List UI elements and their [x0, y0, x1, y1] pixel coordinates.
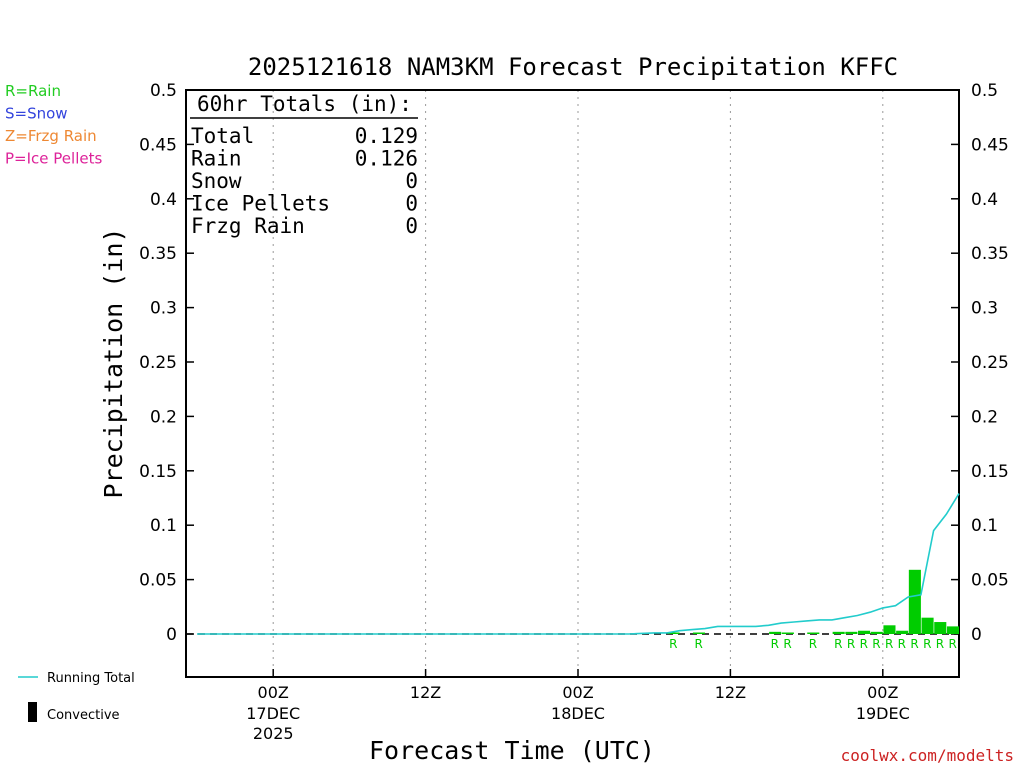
- precip-bar: [908, 569, 921, 634]
- chart-title: 2025121618 NAM3KM Forecast Precipitation…: [248, 53, 898, 81]
- precip-type-label: R: [872, 637, 880, 651]
- y-tick-label-right: 0.05: [971, 571, 1009, 591]
- precip-bar: [946, 626, 959, 634]
- y-axis-left: 0 0.05 0.1 0.15 0.2 0.25 0.3 0.35 0.4 0.45 0.5: [139, 81, 194, 645]
- precip-bar: [883, 625, 896, 634]
- precip-type-label: R: [898, 637, 906, 651]
- precip-bar: [858, 630, 871, 634]
- site-credit: coolwx.com/modelts: [841, 746, 1014, 765]
- precip-type-label: R: [860, 637, 868, 651]
- precip-type-label: R: [809, 637, 817, 651]
- y-tick-label-right: 0.3: [971, 299, 998, 319]
- precip-type-label: R: [834, 637, 842, 651]
- totals-row-label: Rain: [191, 147, 242, 171]
- precip-type-label: R: [885, 637, 893, 651]
- y-tick-label-left: 0: [166, 625, 177, 645]
- precip-bar: [934, 622, 947, 634]
- precip-type-label: R: [694, 637, 702, 651]
- y-tick-label-right: 0: [971, 625, 982, 645]
- y-tick-label-right: 0.4: [971, 190, 998, 210]
- precip-bar: [692, 632, 705, 634]
- y-tick-label-right: 0.25: [971, 353, 1009, 373]
- y-axis-label: Precipitation (in): [99, 228, 128, 499]
- precip-type-label: R: [936, 637, 944, 651]
- x-tick-label: 12Z: [715, 683, 746, 702]
- type-legend-item: R=Rain: [5, 82, 61, 100]
- totals-row-value: 0.126: [355, 147, 418, 171]
- y-tick-label-left: 0.35: [139, 244, 177, 264]
- x-tick-year-label: 2025: [253, 724, 294, 743]
- y-tick-label-right: 0.5: [971, 81, 998, 101]
- totals-box: 60hr Totals (in): Total 0.129 Rain 0.126 Sno…: [190, 92, 418, 238]
- precip-type-label: R: [771, 637, 779, 651]
- y-tick-label-left: 0.45: [139, 135, 177, 155]
- y-axis-right: 0 0.05 0.1 0.15 0.2 0.25 0.3 0.35 0.4 0.45 0.5: [951, 81, 1009, 645]
- type-legend-item: P=Ice Pellets: [5, 150, 102, 168]
- x-tick-date-label: 17DEC: [246, 704, 300, 723]
- x-tick-label: 00Z: [258, 683, 289, 702]
- y-tick-label-left: 0.2: [150, 407, 177, 427]
- x-tick-label: 12Z: [410, 683, 441, 702]
- totals-row-value: 0.129: [355, 124, 418, 148]
- totals-row-label: Frzg Rain: [191, 214, 305, 238]
- y-tick-label-left: 0.05: [139, 571, 177, 591]
- y-tick-label-left: 0.1: [150, 516, 177, 536]
- convective-key-swatch: [28, 702, 37, 722]
- y-tick-label-right: 0.1: [971, 516, 998, 536]
- totals-row-label: Ice Pellets: [191, 192, 330, 216]
- series-legend: Running Total Convective: [18, 671, 135, 723]
- y-tick-label-left: 0.25: [139, 353, 177, 373]
- precip-bar: [781, 632, 794, 634]
- precip-bar: [870, 631, 883, 634]
- plot-frame: [185, 89, 960, 678]
- totals-row-label: Snow: [191, 169, 242, 193]
- convective-key-label: Convective: [47, 708, 120, 723]
- totals-heading: 60hr Totals (in):: [197, 92, 412, 116]
- totals-row-value: 0: [405, 169, 418, 193]
- type-legend-item: Z=Frzg Rain: [5, 127, 97, 145]
- precip-bar: [667, 632, 680, 634]
- x-axis-label: Forecast Time (UTC): [369, 736, 655, 765]
- precip-type-legend: R=Rain S=Snow Z=Frzg Rain P=Ice Pellets: [5, 82, 102, 168]
- precip-bar: [921, 617, 934, 634]
- totals-row-value: 0: [405, 214, 418, 238]
- y-tick-label-left: 0.5: [150, 81, 177, 101]
- precip-bar: [896, 630, 909, 634]
- precip-bar: [807, 632, 820, 634]
- precip-type-label: R: [948, 637, 956, 651]
- running-total-line: [197, 493, 960, 635]
- precip-bar: [845, 631, 858, 634]
- type-legend-item: S=Snow: [5, 105, 68, 123]
- x-tick-date-label: 19DEC: [856, 704, 910, 723]
- y-tick-label-right: 0.45: [971, 135, 1009, 155]
- y-tick-label-left: 0.3: [150, 299, 177, 319]
- precip-type-label: R: [669, 637, 677, 651]
- precip-type-label: R: [783, 637, 791, 651]
- y-tick-label-right: 0.35: [971, 244, 1009, 264]
- precip-type-label: R: [923, 637, 931, 651]
- precip-bar: [769, 631, 782, 634]
- precip-type-label: R: [847, 637, 855, 651]
- x-tick-date-label: 18DEC: [551, 704, 605, 723]
- x-grid-lines: [272, 90, 884, 677]
- precip-bars: [667, 569, 959, 634]
- x-tick-label: 00Z: [562, 683, 593, 702]
- precip-bar: [832, 631, 845, 634]
- y-tick-label-right: 0.15: [971, 462, 1009, 482]
- running-total-key-label: Running Total: [47, 671, 135, 686]
- totals-row-value: 0: [405, 192, 418, 216]
- totals-row-label: Total: [191, 124, 254, 148]
- y-tick-label-right: 0.2: [971, 407, 998, 427]
- y-tick-label-left: 0.15: [139, 462, 177, 482]
- y-tick-label-left: 0.4: [150, 190, 177, 210]
- x-tick-label: 00Z: [867, 683, 898, 702]
- precip-type-label: R: [910, 637, 918, 651]
